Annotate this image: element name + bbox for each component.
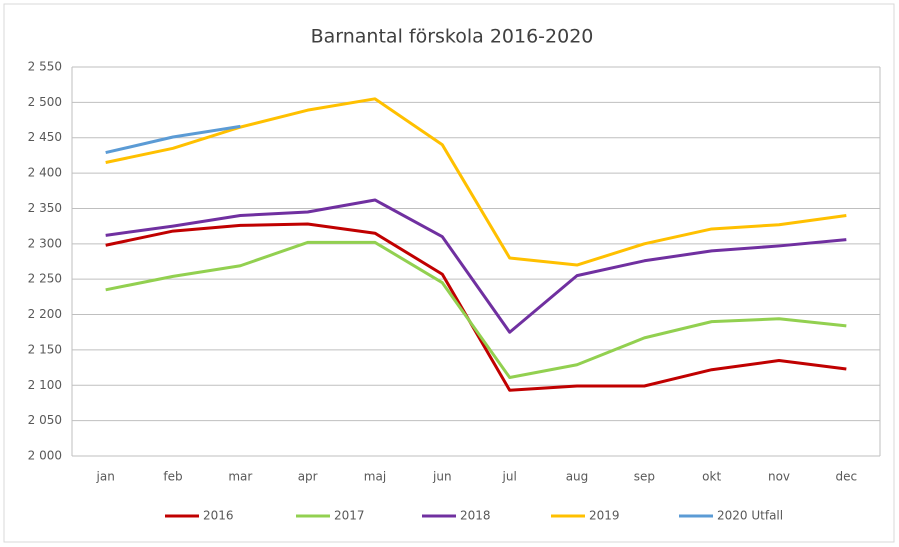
y-tick-label: 2 100 — [28, 378, 62, 392]
x-tick-label: dec — [836, 470, 858, 484]
y-tick-label: 2 250 — [28, 272, 62, 286]
x-tick-label: mar — [228, 470, 252, 484]
x-tick-label: nov — [768, 470, 790, 484]
y-tick-label: 2 050 — [28, 413, 62, 427]
series-line — [105, 124, 241, 155]
x-tick-label: apr — [298, 470, 318, 484]
y-tick-label: 2 550 — [28, 60, 62, 74]
x-tick-label: okt — [702, 470, 721, 484]
y-tick-label: 2 500 — [28, 95, 62, 109]
series-line — [105, 198, 847, 334]
legend-label: 2017 — [334, 509, 365, 523]
series-line — [105, 240, 847, 379]
y-tick-label: 2 200 — [28, 307, 62, 321]
y-tick-label: 2 400 — [28, 166, 62, 180]
x-tick-label: jun — [432, 470, 452, 484]
x-tick-label: aug — [566, 470, 589, 484]
y-tick-label: 2 300 — [28, 236, 62, 250]
legend-label: 2016 — [203, 509, 234, 523]
x-tick-label: sep — [634, 470, 655, 484]
chart-border — [3, 3, 895, 543]
y-tick-label: 2 150 — [28, 342, 62, 356]
x-tick-label: jan — [96, 470, 115, 484]
y-tick-label: 2 000 — [28, 449, 62, 463]
series-line — [105, 97, 847, 267]
legend-label: 2020 Utfall — [717, 509, 783, 523]
y-tick-label: 2 350 — [28, 201, 62, 215]
x-tick-label: maj — [364, 470, 386, 484]
x-tick-label: jul — [502, 470, 517, 484]
x-tick-label: feb — [163, 470, 182, 484]
chart-title: Barnantal förskola 2016-2020 — [311, 26, 594, 48]
legend-label: 2018 — [460, 509, 491, 523]
legend-label: 2019 — [589, 509, 620, 523]
y-tick-label: 2 450 — [28, 130, 62, 144]
